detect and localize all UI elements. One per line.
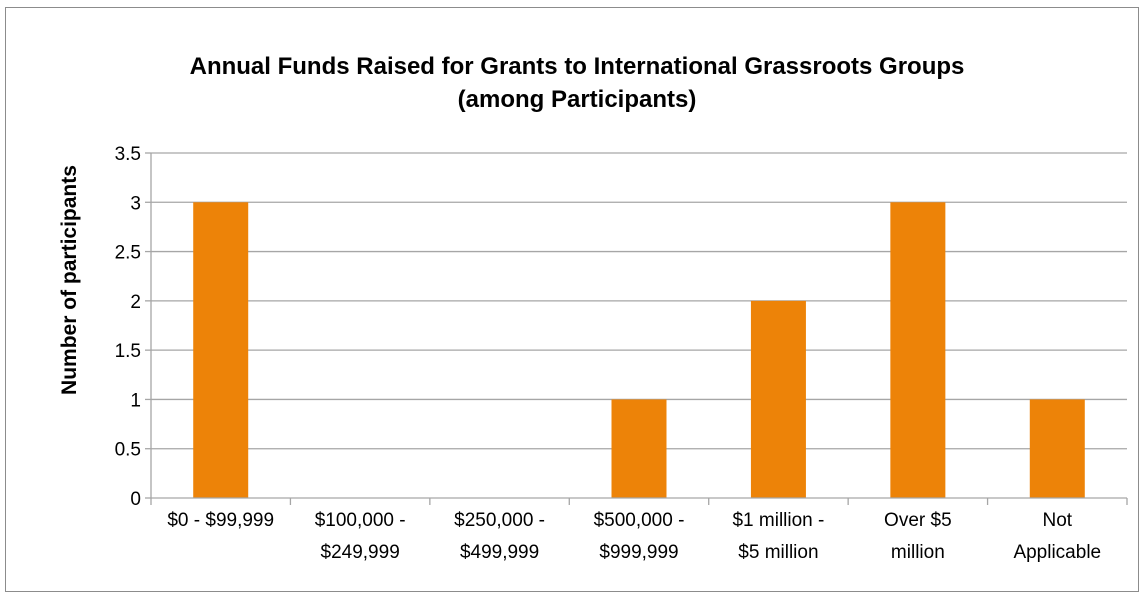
x-tick-label: $250,000 - $499,999	[454, 510, 545, 563]
x-tick-label: Over $5 million	[884, 510, 952, 563]
axes	[145, 152, 1128, 505]
bar	[1029, 399, 1085, 498]
x-tick-label-line: $250,000 -	[454, 510, 545, 531]
bar	[890, 202, 946, 499]
chart-title: Annual Funds Raised for Grants to Intern…	[190, 53, 965, 113]
y-tick-label: 3.5	[115, 144, 141, 165]
y-tick-label: 1	[130, 390, 141, 411]
y-tick-label: 2.5	[115, 243, 141, 264]
y-tick-label: 0.5	[115, 440, 141, 461]
x-tick-label-line: $1 million -	[732, 510, 824, 531]
y-tick-label: 2	[130, 292, 141, 313]
y-axis-label: Number of participants	[58, 165, 81, 395]
x-tick-label-line: Not	[1042, 510, 1072, 531]
x-tick-label: Not Applicable	[1013, 510, 1101, 563]
x-tick-label-line: $999,999	[599, 542, 678, 563]
x-tick-label: $100,000 - $249,999	[315, 510, 406, 563]
x-tick-label: $500,000 - $999,999	[594, 510, 685, 563]
x-tick-label-line: million	[891, 542, 945, 563]
y-tick-labels: 0 0.5 1 1.5 2 2.5 3 3.5	[115, 144, 141, 510]
y-tick-label: 0	[130, 489, 141, 510]
chart-container: Annual Funds Raised for Grants to Intern…	[5, 7, 1139, 592]
bar	[193, 202, 249, 499]
bars	[193, 202, 1085, 499]
gridlines	[151, 152, 1127, 450]
x-tick-label-line: Over $5	[884, 510, 952, 531]
x-tick-label-line: $499,999	[460, 542, 539, 563]
x-tick-labels: $0 - $99,999 $100,000 - $249,999 $250,000 -…	[167, 510, 1101, 563]
x-tick-label-line: Applicable	[1013, 542, 1101, 563]
chart-title-line-2: (among Participants)	[458, 86, 697, 113]
bar	[611, 399, 667, 498]
x-tick-label-line: $249,999	[321, 542, 400, 563]
x-tick-label-line: $100,000 -	[315, 510, 406, 531]
y-tick-label: 1.5	[115, 341, 141, 362]
x-tick-label-line: $0 - $99,999	[167, 510, 274, 531]
x-tick-label-line: $500,000 -	[594, 510, 685, 531]
chart-title-line-1: Annual Funds Raised for Grants to Intern…	[190, 53, 965, 80]
x-tick-label: $1 million - $5 million	[732, 510, 824, 563]
bar	[750, 300, 806, 498]
bar-chart: Annual Funds Raised for Grants to Intern…	[58, 53, 1128, 563]
y-tick-label: 3	[130, 193, 141, 214]
x-tick-label: $0 - $99,999	[167, 510, 274, 531]
x-tick-label-line: $5 million	[738, 542, 818, 563]
